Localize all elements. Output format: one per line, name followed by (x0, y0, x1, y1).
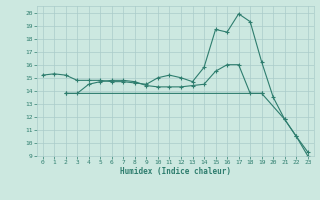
X-axis label: Humidex (Indice chaleur): Humidex (Indice chaleur) (120, 167, 231, 176)
